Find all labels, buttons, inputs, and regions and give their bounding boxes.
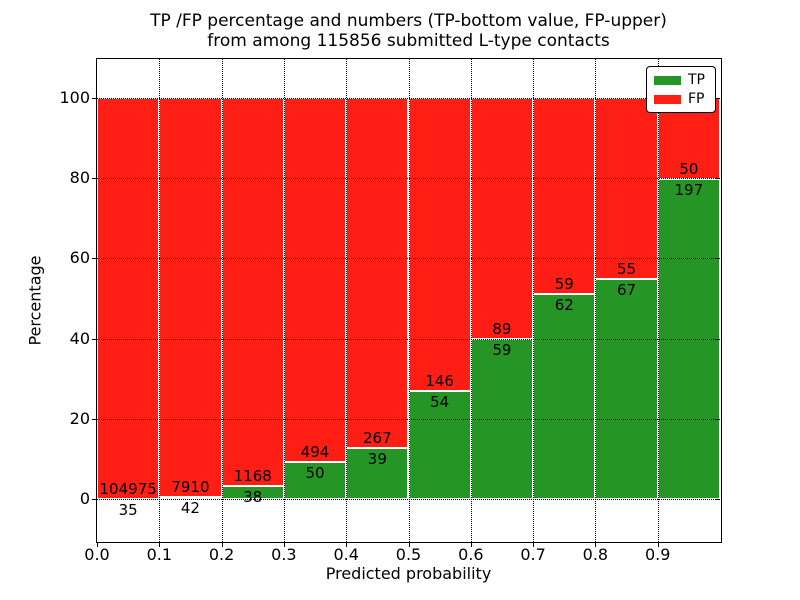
bar-fp-segment	[470, 97, 534, 340]
tp-count-label: 38	[243, 488, 263, 507]
v-gridline	[346, 59, 348, 542]
tp-count-label: 197	[674, 181, 704, 200]
y-tick	[92, 499, 96, 501]
y-axis-label: Percentage	[6, 59, 64, 542]
y-tick-right	[715, 338, 719, 340]
x-tick-label: 0.0	[84, 545, 110, 564]
y-tick	[92, 338, 96, 340]
x-tick-label: 0.3	[271, 545, 297, 564]
y-tick-right	[715, 97, 719, 99]
bar-fp-segment	[97, 97, 160, 499]
x-tick-label: 0.7	[520, 545, 546, 564]
x-tick	[283, 543, 285, 547]
tp-count-label: 39	[367, 449, 387, 468]
y-tick-label: 60	[69, 248, 90, 268]
y-tick	[92, 97, 96, 99]
tp-count-label: 67	[616, 280, 637, 299]
bar-tp-segment	[595, 278, 658, 500]
x-tick-label: 0.2	[208, 545, 235, 564]
y-tick-right	[715, 499, 719, 501]
y-tick-right	[715, 418, 719, 420]
y-axis-label-text: Percentage	[25, 255, 45, 346]
v-gridline	[221, 59, 223, 542]
legend-swatch-tp-icon	[654, 75, 681, 85]
fp-count-label: 494	[300, 443, 330, 462]
x-tick	[657, 543, 659, 547]
chart-title: TP /FP percentage and numbers (TP-bottom…	[97, 11, 720, 51]
fp-count-label: 55	[616, 259, 637, 278]
fp-count-label: 267	[363, 428, 392, 447]
x-tick	[470, 543, 472, 547]
fp-count-label: 59	[554, 274, 574, 293]
y-tick-label: 80	[69, 168, 90, 188]
bar-fp-segment	[221, 97, 284, 487]
bar-fp-segment	[159, 97, 222, 497]
plot-area: 104975 35 7910 42 1168 38 494 50 267 39 146 54 89 59 5…	[97, 59, 720, 542]
bar-tp-segment	[346, 447, 409, 500]
tp-count-label: 62	[554, 295, 574, 314]
legend-label-fp: FP	[688, 91, 705, 107]
v-gridline	[595, 59, 597, 542]
bar-fp-segment	[346, 97, 409, 448]
chart-title-line1: TP /FP percentage and numbers (TP-bottom…	[150, 11, 667, 31]
v-gridline	[408, 59, 410, 542]
legend: TP FP	[646, 66, 716, 113]
bar-fp-segment	[283, 97, 347, 463]
x-tick-label: 0.4	[333, 545, 359, 564]
bar-fp-segment	[408, 97, 471, 391]
fp-count-label: 146	[425, 371, 454, 390]
y-tick	[92, 418, 96, 420]
tp-count-label: 50	[305, 464, 325, 483]
x-tick-label: 0.1	[146, 545, 173, 564]
x-tick-label: 0.6	[458, 545, 484, 564]
y-tick-right	[715, 258, 719, 260]
x-tick	[159, 543, 161, 547]
x-axis-label: Predicted probability	[325, 564, 492, 583]
tp-count-label: 35	[118, 500, 138, 519]
legend-item-tp: TP	[654, 73, 708, 87]
y-tick	[92, 178, 96, 180]
x-tick	[533, 543, 535, 547]
v-gridline	[159, 59, 161, 542]
tp-count-label: 59	[492, 341, 512, 360]
v-gridline	[533, 59, 535, 542]
y-tick-label: 40	[69, 328, 90, 348]
x-tick	[346, 543, 348, 547]
x-tick	[408, 543, 410, 547]
bar-fp-segment	[533, 97, 596, 294]
x-tick-label: 0.9	[644, 545, 671, 564]
y-tick-label: 100	[59, 87, 90, 107]
chart-title-line2: from among 115856 submitted L-type conta…	[207, 31, 610, 51]
bar-tp-segment	[533, 293, 596, 500]
bar-tp-segment	[283, 462, 347, 500]
x-tick-label: 0.5	[395, 545, 422, 564]
x-tick	[97, 543, 98, 547]
bar-fp-segment	[595, 97, 658, 279]
v-gridline	[470, 59, 472, 542]
x-tick-label: 0.8	[582, 545, 609, 564]
v-gridline	[657, 59, 659, 542]
legend-item-fp: FP	[654, 92, 708, 106]
legend-label-tp: TP	[688, 72, 705, 88]
tp-count-label: 54	[430, 392, 450, 411]
fp-count-label: 1168	[233, 467, 272, 486]
legend-swatch-fp-icon	[654, 94, 681, 104]
x-tick	[595, 543, 597, 547]
fp-count-label: 50	[679, 160, 699, 179]
y-tick-label: 0	[79, 489, 90, 509]
fp-count-label: 104975	[99, 479, 157, 498]
y-tick	[92, 258, 96, 260]
fp-count-label: 89	[492, 320, 512, 339]
fp-count-label: 7910	[171, 477, 210, 496]
x-tick	[221, 543, 223, 547]
y-tick-right	[715, 178, 719, 180]
v-gridline	[283, 59, 285, 542]
tp-count-label: 42	[180, 498, 200, 517]
y-tick-label: 20	[69, 408, 90, 428]
